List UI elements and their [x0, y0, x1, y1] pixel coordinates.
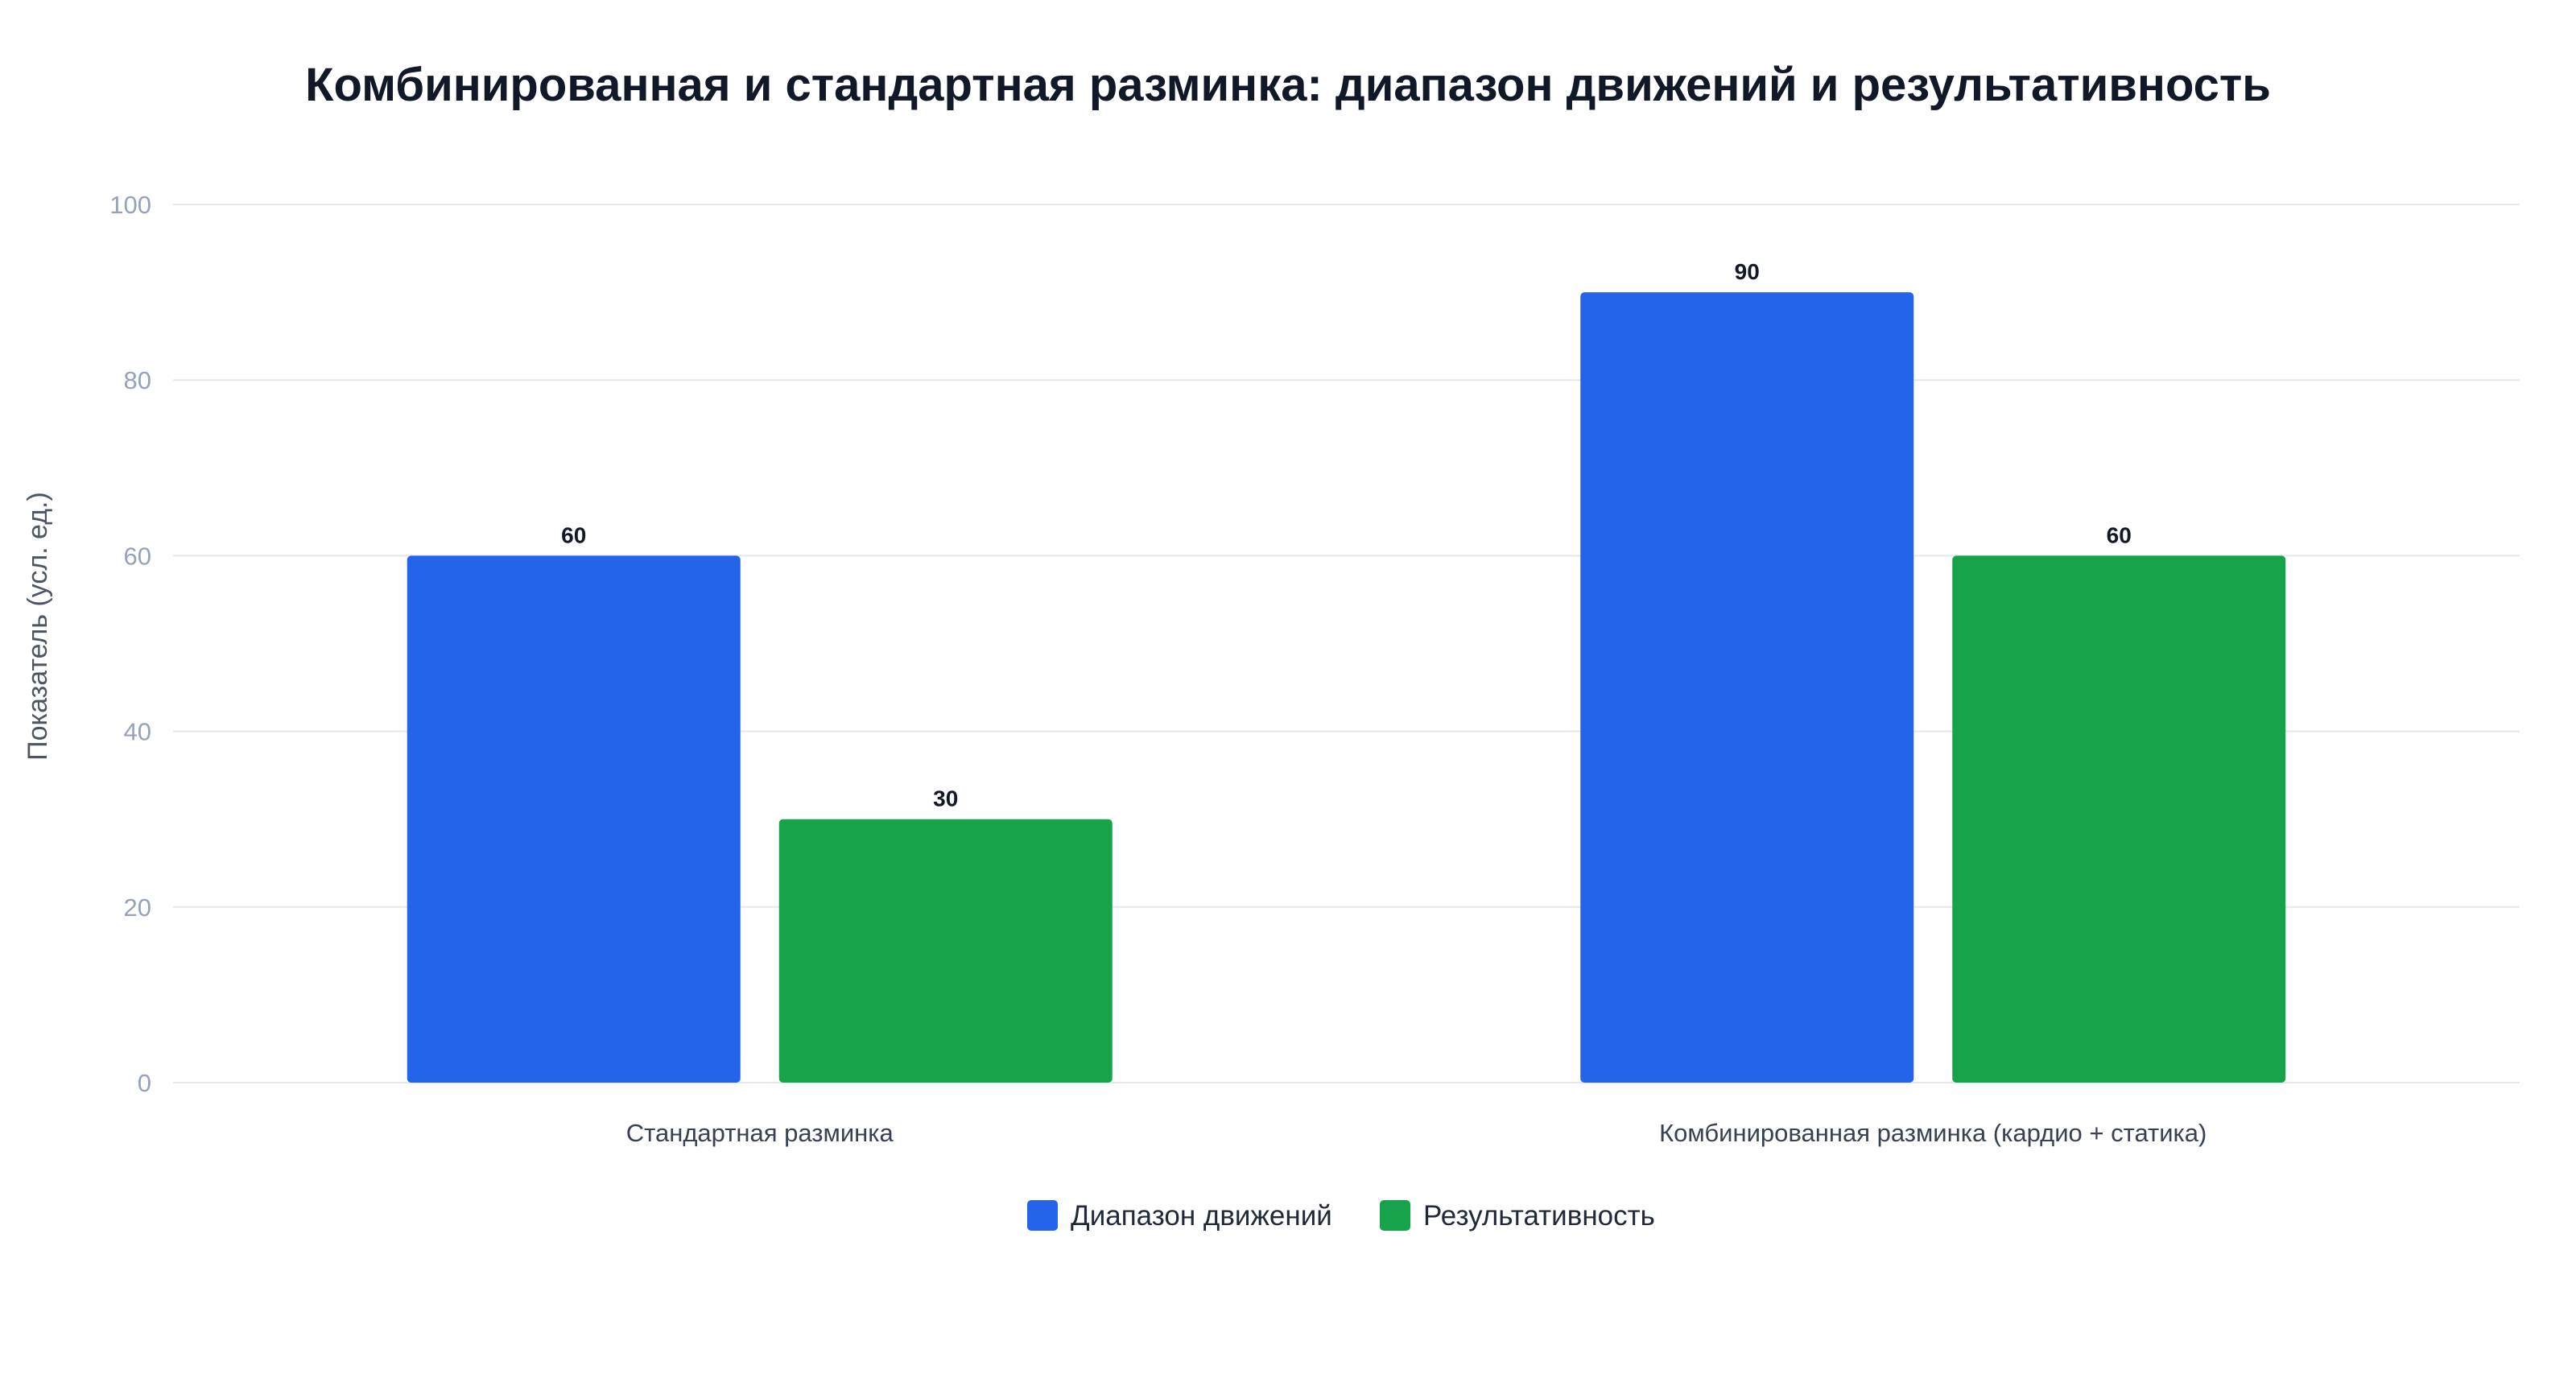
data-label: 60 — [561, 522, 586, 547]
y-tick-label: 100 — [109, 191, 151, 219]
x-axis-ticks: Стандартная разминка Комбинированная разм… — [626, 1119, 2207, 1147]
bars — [407, 292, 2286, 1083]
legend-label: Результативность — [1423, 1200, 1655, 1232]
bar — [1580, 292, 1914, 1083]
data-labels: 60 30 90 60 — [561, 259, 2132, 811]
y-axis-ticks: 0 20 40 60 80 100 — [109, 191, 151, 1097]
bar — [407, 555, 741, 1083]
data-label: 60 — [2107, 522, 2132, 547]
y-tick-label: 20 — [124, 893, 151, 922]
bar — [1952, 555, 2286, 1083]
legend-label: Диапазон движений — [1071, 1200, 1332, 1232]
legend-swatch — [1380, 1200, 1410, 1231]
y-tick-label: 40 — [124, 718, 151, 746]
data-label: 30 — [933, 786, 958, 811]
x-tick-label: Комбинированная разминка (кардио + стати… — [1659, 1119, 2207, 1147]
bar — [778, 819, 1113, 1083]
x-tick-label: Стандартная разминка — [626, 1119, 894, 1147]
y-tick-label: 80 — [124, 366, 151, 394]
y-tick-label: 0 — [138, 1069, 151, 1097]
data-label: 90 — [1735, 259, 1760, 284]
legend-swatch — [1027, 1200, 1058, 1231]
chart-title: Комбинированная и стандартная разминка: … — [305, 59, 2271, 111]
y-axis-label: Показатель (усл. ед.) — [23, 492, 53, 761]
legend: Диапазон движений Результативность — [1027, 1200, 1655, 1232]
y-tick-label: 60 — [124, 542, 151, 570]
